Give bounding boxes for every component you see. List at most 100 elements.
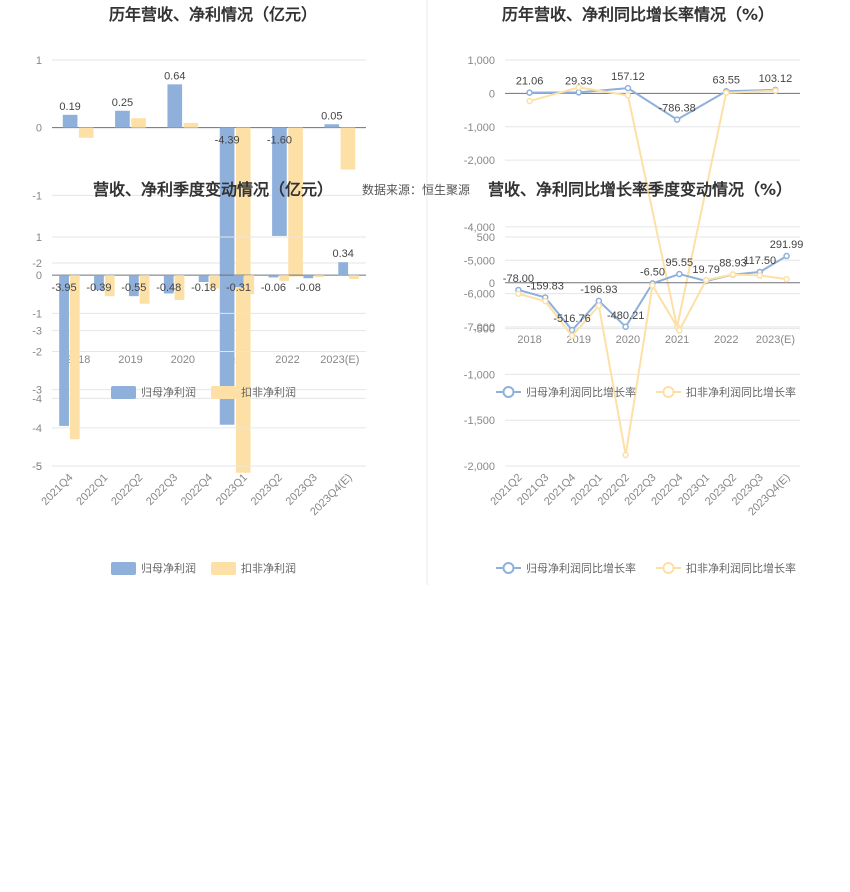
data-label: -196.93 [580,284,617,296]
bar-deducted-net-profit [78,127,94,138]
bar-deducted-net-profit [340,127,356,170]
x-tick-label: 2021 [665,334,689,346]
y-tick-label: -4 [32,423,42,435]
data-point [575,84,582,91]
y-tick-label: 0 [489,88,495,100]
bar-parent-net-profit [219,127,235,425]
data-label: -4.39 [215,135,240,147]
y-tick-label: -2,000 [464,461,495,473]
x-tick-label: 2022 [275,354,299,366]
legend-marker-deducted [662,386,675,398]
bar-deducted-net-profit [209,275,220,289]
bar-deducted-net-profit [69,275,80,440]
y-tick-label: -2,000 [464,155,495,167]
x-tick-label: 2020 [616,334,640,346]
data-label: 0.05 [321,110,342,122]
legend-swatch-deducted [211,562,236,575]
bar-parent-net-profit [233,275,244,287]
y-tick-label: -4,000 [464,222,495,234]
y-tick-label: 500 [477,232,495,244]
data-point [673,116,681,123]
x-tick-label: 2019 [118,354,142,366]
legend-marker-parent [502,386,515,398]
y-tick-label: 1 [36,232,42,244]
bar-deducted-net-profit [131,118,146,128]
data-point [676,327,683,334]
data-label: -786.38 [658,103,695,115]
bar-parent-net-profit [94,275,104,291]
bar-parent-net-profit [62,114,78,128]
data-point [676,270,683,278]
legend-label: 归母净利润 [141,385,196,399]
bar-parent-net-profit [338,262,349,276]
legend-label: 扣非净利润 [241,385,296,399]
legend-label: 归母净利润同比增长率 [526,385,636,399]
data-label: -0.06 [261,282,286,294]
bar-parent-net-profit [272,127,287,236]
data-label: 63.55 [712,74,740,86]
bar-deducted-net-profit [288,127,303,277]
data-label: -0.18 [191,282,216,294]
y-tick-label: -2 [32,258,42,270]
bar-deducted-net-profit [235,127,251,473]
data-point [756,272,764,279]
bar-parent-net-profit [324,124,340,128]
data-label: 0.64 [164,70,185,82]
data-label: -1.60 [267,135,292,147]
y-tick-label: -5 [32,461,42,473]
data-point [772,87,779,94]
legend-swatch-parent [111,562,136,575]
data-label: 88.93 [719,258,747,270]
x-tick-label: 2022 [714,334,738,346]
bar-parent-net-profit [198,275,209,283]
x-tick-label: 2021Q4 [39,472,75,508]
data-point [575,89,582,96]
data-label: -0.08 [296,282,321,294]
y-tick-label: -1,500 [464,415,495,427]
data-label: -0.39 [86,282,111,294]
data-point [541,297,549,305]
legend-label: 归母净利润同比增长率 [526,561,636,575]
data-label: 157.12 [611,71,645,83]
x-tick-label: 2020 [171,354,195,366]
x-tick-label: 2022Q3 [144,472,180,508]
data-point [624,84,632,92]
data-label: 19.79 [692,264,720,276]
data-point [526,89,533,96]
data-label: -0.48 [156,282,181,294]
bar-parent-net-profit [115,110,130,128]
y-tick-label: -1,000 [464,122,495,134]
x-tick-label: 2022Q2 [109,472,145,508]
data-point [568,326,576,334]
x-tick-label: 2023(E) [320,354,359,366]
data-label: 291.99 [770,239,804,251]
source-label: 数据来源：恒生聚源 [362,182,470,197]
data-label: -0.55 [121,282,146,294]
y-tick-label: -2 [32,347,42,359]
data-point [783,275,790,283]
chart-title-3: 营收、净利同比增长率季度变动情况（%） [488,180,792,199]
y-tick-label: -3 [32,326,42,338]
data-point [702,276,710,284]
bar-deducted-net-profit [139,275,150,304]
data-point [622,451,629,459]
data-label: 95.55 [666,257,694,269]
bar-deducted-net-profit [349,275,359,279]
series-line-deducted-growth [529,86,776,328]
legend-marker-deducted [662,562,675,574]
bar-parent-net-profit [303,275,314,279]
data-point [595,302,603,309]
data-label: 117.50 [743,255,776,267]
x-tick-label: 2023(E) [756,334,795,346]
data-point [568,332,576,340]
y-tick-label: -4 [32,393,42,405]
x-tick-label: 2023Q2 [249,472,285,508]
y-tick-label: -1 [32,308,42,320]
y-tick-label: -7,000 [464,322,495,334]
legend-marker-parent [502,562,515,574]
bar-parent-net-profit [128,275,139,297]
y-tick-label: 0 [489,278,495,290]
data-label: 0.25 [112,97,133,109]
data-point [624,92,632,99]
